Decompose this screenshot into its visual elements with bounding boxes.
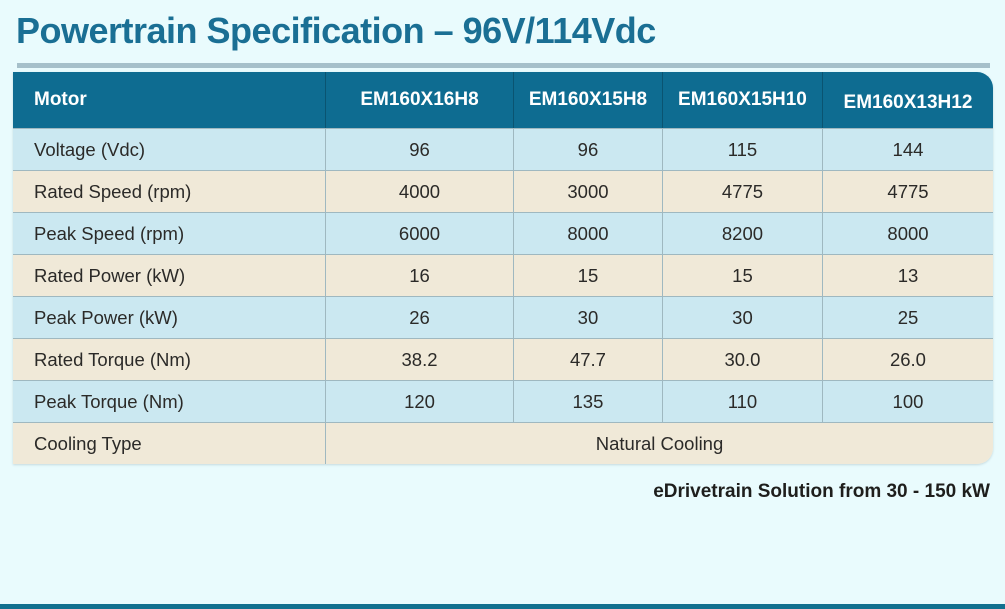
powertrain-spec-table: Motor EM160X16H8 EM160X15H8 EM160X15H10 EM16… <box>13 72 993 464</box>
table-row: Cooling Type Natural Cooling <box>13 422 993 464</box>
cell-value: 47.7 <box>512 338 662 380</box>
row-label: Rated Power (kW) <box>13 254 326 296</box>
column-header-text: EM160X15H8 <box>528 89 648 110</box>
column-header-text: EM160X16H8 <box>360 89 479 110</box>
footnote: eDrivetrain Solution from 30 - 150 kW <box>653 481 990 502</box>
header-motor-label: Motor <box>13 72 326 128</box>
cell-value: 26 <box>325 296 513 338</box>
cell-value: 8200 <box>661 212 822 254</box>
table-row: Rated Power (kW) 16 15 15 13 <box>13 254 993 296</box>
cell-value: 25 <box>821 296 993 338</box>
title-divider <box>17 63 990 68</box>
cell-value: 4775 <box>821 170 993 212</box>
column-header: EM160X13H12 <box>821 72 993 128</box>
cell-value: 3000 <box>512 170 662 212</box>
row-label: Voltage (Vdc) <box>13 128 326 170</box>
cell-value: 135 <box>512 380 662 422</box>
row-label: Peak Speed (rpm) <box>13 212 326 254</box>
cell-value: 8000 <box>821 212 993 254</box>
table-header: Motor EM160X16H8 EM160X15H8 EM160X15H10 EM16… <box>13 72 993 128</box>
table-row: Peak Torque (Nm) 120 135 110 100 <box>13 380 993 422</box>
cell-value: 26.0 <box>821 338 993 380</box>
cell-value: 8000 <box>512 212 662 254</box>
cell-value: 30.0 <box>661 338 822 380</box>
cell-value: 13 <box>821 254 993 296</box>
spec-table-container: Motor EM160X16H8 EM160X15H8 EM160X15H10 EM16… <box>13 72 993 464</box>
cell-value: 15 <box>512 254 662 296</box>
cell-value: 144 <box>821 128 993 170</box>
cell-value: 110 <box>661 380 822 422</box>
table-row: Rated Speed (rpm) 4000 3000 4775 4775 <box>13 170 993 212</box>
row-label: Cooling Type <box>13 422 326 464</box>
cell-value: 6000 <box>325 212 513 254</box>
page-title: Powertrain Specification – 96V/114Vdc <box>16 10 656 51</box>
row-label: Peak Power (kW) <box>13 296 326 338</box>
table-row: Peak Power (kW) 26 30 30 25 <box>13 296 993 338</box>
cell-value: 30 <box>512 296 662 338</box>
table-row: Peak Speed (rpm) 6000 8000 8200 8000 <box>13 212 993 254</box>
cell-value: 96 <box>512 128 662 170</box>
cell-value: 38.2 <box>325 338 513 380</box>
table-row: Rated Torque (Nm) 38.2 47.7 30.0 26.0 <box>13 338 993 380</box>
cell-value: 96 <box>325 128 513 170</box>
column-header: EM160X16H8 <box>325 72 513 128</box>
row-label: Rated Speed (rpm) <box>13 170 326 212</box>
column-header: EM160X15H10 <box>661 72 822 128</box>
table-row: Voltage (Vdc) 96 96 115 144 <box>13 128 993 170</box>
cell-value: 16 <box>325 254 513 296</box>
cell-value: 120 <box>325 380 513 422</box>
column-header-text: EM160X13H12 <box>843 92 973 113</box>
header-row: Motor EM160X16H8 EM160X15H8 EM160X15H10 EM16… <box>13 72 993 128</box>
row-label: Rated Torque (Nm) <box>13 338 326 380</box>
cell-value: 15 <box>661 254 822 296</box>
bottom-accent-bar <box>0 604 1005 609</box>
column-header: EM160X15H8 <box>512 72 662 128</box>
cell-value: 4775 <box>661 170 822 212</box>
cell-value: 30 <box>661 296 822 338</box>
table-body: Voltage (Vdc) 96 96 115 144 Rated Speed (rpm)… <box>13 128 993 464</box>
cell-value: 4000 <box>325 170 513 212</box>
cell-value: 115 <box>661 128 822 170</box>
row-label: Peak Torque (Nm) <box>13 380 326 422</box>
column-header-text: EM160X15H10 <box>678 89 807 110</box>
cell-value-spanned: Natural Cooling <box>325 422 993 464</box>
cell-value: 100 <box>821 380 993 422</box>
